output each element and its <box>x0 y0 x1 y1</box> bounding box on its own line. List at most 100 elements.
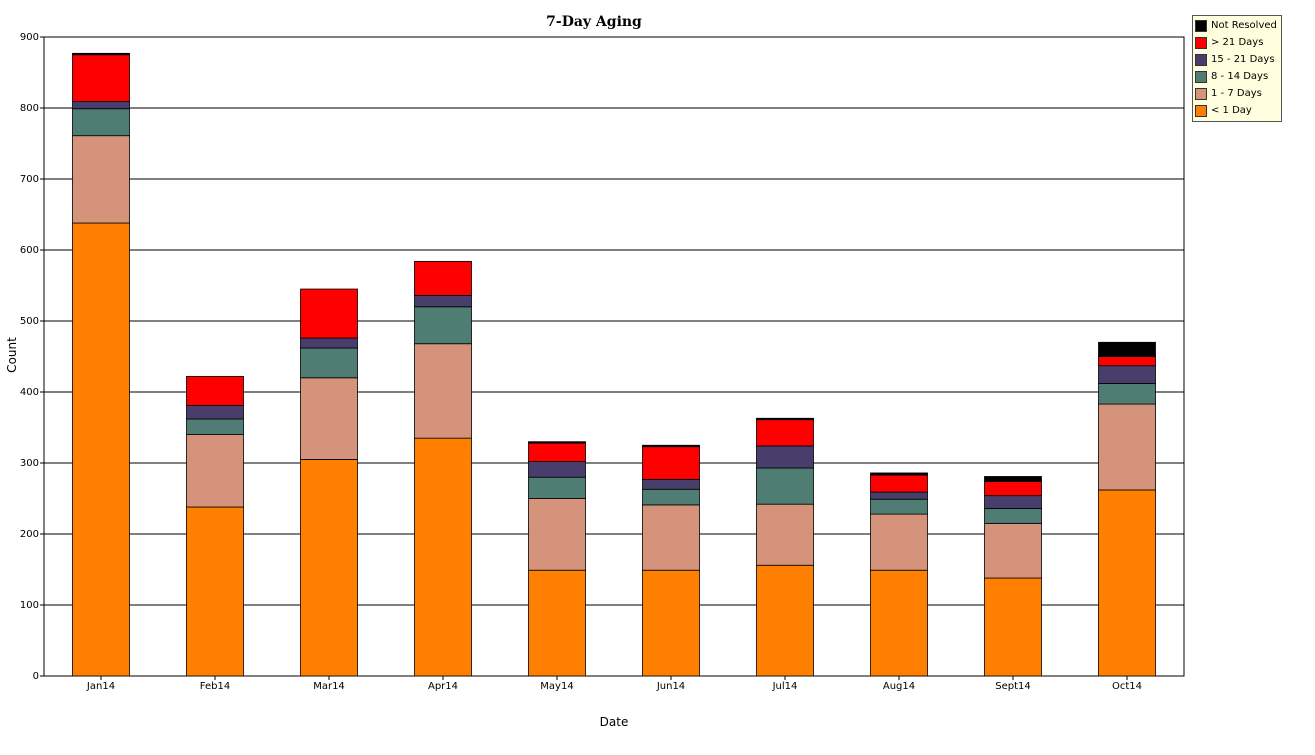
legend-item: > 21 Days <box>1193 34 1281 51</box>
bar-segment <box>642 444 700 448</box>
bar-segment <box>984 481 1042 497</box>
x-tick-label: Oct14 <box>1112 681 1142 692</box>
bar-segment <box>870 498 928 515</box>
bar-segment <box>984 522 1042 579</box>
legend-swatch <box>1195 104 1207 117</box>
legend-label: Not Resolved <box>1211 20 1277 31</box>
legend-item: Not Resolved <box>1193 17 1281 34</box>
chart-legend: Not Resolved > 21 Days 15 - 21 Days 8 - 14 … <box>1192 15 1282 122</box>
bar-segment <box>528 461 586 478</box>
legend-item: 1 - 7 Days <box>1193 85 1281 102</box>
bar-segment <box>870 491 928 500</box>
x-tick-label: Jun14 <box>656 681 685 692</box>
bar-segment <box>186 405 244 420</box>
bar-segment <box>756 467 814 505</box>
legend-label: 8 - 14 Days <box>1211 71 1269 82</box>
bar-segment <box>186 375 244 406</box>
x-tick-label: Sept14 <box>995 681 1031 692</box>
x-tick-label: Apr14 <box>428 681 458 692</box>
bar-segment <box>528 476 586 499</box>
bar-segment <box>642 446 700 480</box>
bar-segment <box>528 442 586 462</box>
bar-segment <box>300 377 358 460</box>
bar-segment <box>72 108 130 137</box>
legend-swatch <box>1195 53 1207 66</box>
x-tick-label: Mar14 <box>313 681 345 692</box>
bar-segment <box>756 503 814 566</box>
legend-swatch <box>1195 36 1207 49</box>
bar-segment <box>528 569 586 677</box>
bar-segment <box>72 101 130 110</box>
legend-item: 15 - 21 Days <box>1193 51 1281 68</box>
bar-segment <box>186 434 244 508</box>
legend-swatch <box>1195 19 1207 32</box>
bar-segment <box>414 437 472 677</box>
x-tick-label: May14 <box>540 681 573 692</box>
legend-label: < 1 Day <box>1211 105 1252 116</box>
bar-segment <box>756 417 814 421</box>
bar-segment <box>1098 365 1156 384</box>
legend-item: 8 - 14 Days <box>1193 68 1281 85</box>
bar-segment <box>72 135 130 224</box>
bar-segment <box>1098 383 1156 405</box>
y-tick-label: 900 <box>20 32 39 43</box>
bar-segment <box>756 445 814 469</box>
x-tick-label: Aug14 <box>883 681 915 692</box>
bar-segment <box>642 478 700 490</box>
bar-segment <box>642 569 700 677</box>
bar-segment <box>1098 403 1156 491</box>
bar-segment <box>642 488 700 506</box>
bar-segment <box>984 508 1042 524</box>
chart-title: 7-Day Aging <box>546 14 642 30</box>
bar-segment <box>1098 356 1156 367</box>
legend-swatch <box>1195 70 1207 83</box>
bar-segment <box>528 498 586 571</box>
legend-swatch <box>1195 87 1207 100</box>
bar-segment <box>414 343 472 439</box>
bar-segment <box>1098 341 1156 357</box>
legend-label: 1 - 7 Days <box>1211 88 1262 99</box>
bar-segment <box>300 347 358 379</box>
y-tick-label: 200 <box>20 529 39 540</box>
bar-segment <box>72 222 130 677</box>
x-tick-label: Jul14 <box>772 681 798 692</box>
legend-label: 15 - 21 Days <box>1211 54 1275 65</box>
bar-segment <box>186 418 244 436</box>
bars <box>72 52 1156 677</box>
bar-segment <box>414 295 472 308</box>
y-tick-label: 0 <box>33 671 39 682</box>
y-tick-label: 700 <box>20 174 39 185</box>
y-tick-label: 400 <box>20 387 39 398</box>
y-tick-label: 800 <box>20 103 39 114</box>
bar-segment <box>300 337 358 349</box>
bar-segment <box>984 476 1042 482</box>
bar-segment <box>984 577 1042 677</box>
bar-segment <box>186 506 244 677</box>
y-tick-label: 100 <box>20 600 39 611</box>
bar-segment <box>72 52 130 56</box>
axes: 0 100 200 300 400 500 600 700 800 900 Jan14 Feb14 Ma… <box>20 32 1142 692</box>
x-tick-label: Feb14 <box>200 681 230 692</box>
x-axis-label: Date <box>600 715 629 729</box>
legend-label: > 21 Days <box>1211 37 1264 48</box>
bar-segment <box>300 459 358 677</box>
bar-segment <box>870 513 928 571</box>
bar-segment <box>528 441 586 444</box>
legend-item: < 1 Day <box>1193 102 1281 119</box>
bar-segment <box>870 474 928 493</box>
x-tick-label: Jan14 <box>86 681 115 692</box>
bar-segment <box>72 54 130 103</box>
bar-segment <box>300 288 358 339</box>
y-tick-label: 600 <box>20 245 39 256</box>
bar-segment <box>414 306 472 345</box>
y-tick-label: 300 <box>20 458 39 469</box>
bar-segment <box>1098 489 1156 677</box>
bar-segment <box>756 419 814 447</box>
bar-segment <box>414 260 472 296</box>
y-tick-label: 500 <box>20 316 39 327</box>
bar-segment <box>984 495 1042 509</box>
bar-segment <box>642 504 700 571</box>
bar-segment <box>870 472 928 476</box>
bar-segment <box>756 564 814 677</box>
